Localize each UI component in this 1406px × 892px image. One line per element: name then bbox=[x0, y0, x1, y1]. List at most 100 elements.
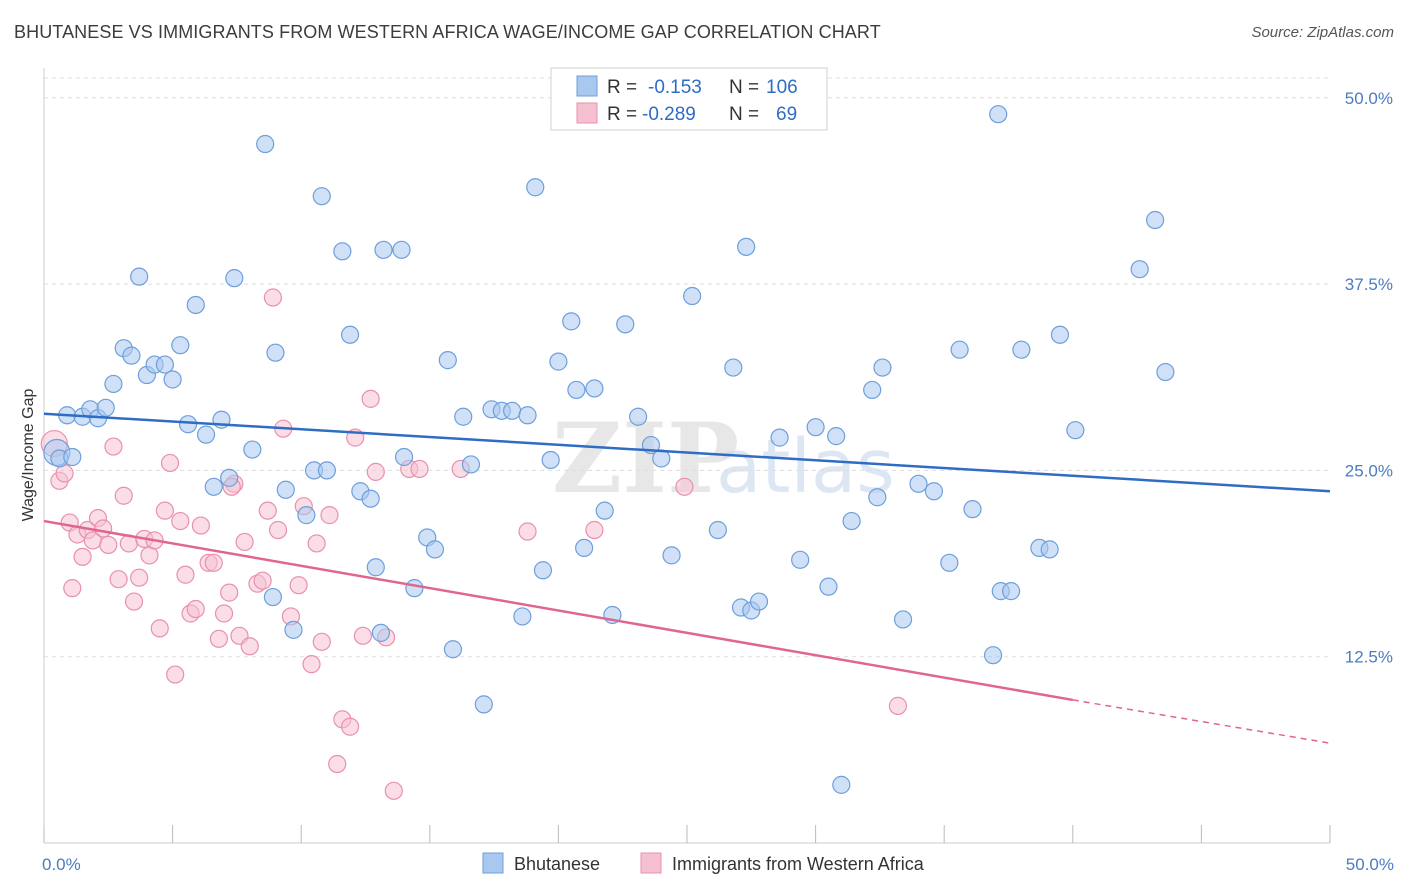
y-axis-label: Wage/Income Gap bbox=[20, 389, 37, 522]
bhutanese-point bbox=[963, 500, 982, 519]
stats-legend: R = -0.153 N = 106 R = -0.289 N = 69 bbox=[550, 67, 828, 131]
trend-lines bbox=[43, 412, 1331, 744]
western-africa-point bbox=[289, 576, 308, 595]
legend-r-value-2: -0.289 bbox=[642, 104, 696, 125]
bhutanese-point bbox=[924, 482, 944, 501]
western-africa-point bbox=[94, 519, 113, 538]
gridlines bbox=[44, 77, 1330, 658]
bhutanese-point bbox=[297, 506, 316, 525]
bhutanese-point bbox=[791, 550, 810, 569]
western-africa-point bbox=[155, 501, 174, 520]
bhutanese-point bbox=[562, 312, 581, 331]
bhutanese-point bbox=[461, 455, 481, 474]
bhutanese-point bbox=[374, 240, 393, 259]
western-africa-point bbox=[263, 288, 283, 307]
western-africa-point bbox=[384, 781, 403, 800]
western-africa-point bbox=[675, 477, 694, 496]
bottom-legend-label-western-africa: Immigrants from Western Africa bbox=[672, 854, 925, 874]
bhutanese-point bbox=[708, 520, 727, 540]
western-africa-point bbox=[186, 599, 205, 619]
bhutanese-point bbox=[1156, 362, 1175, 382]
bhutanese-point bbox=[549, 352, 568, 371]
western-africa-point bbox=[63, 579, 82, 598]
western-africa-point bbox=[258, 501, 277, 520]
western-africa-point bbox=[328, 754, 347, 774]
western-africa-point bbox=[353, 626, 373, 645]
bhutanese-point bbox=[1050, 325, 1070, 344]
bhutanese-point bbox=[155, 355, 174, 374]
chart-title: BHUTANESE VS IMMIGRANTS FROM WESTERN AFR… bbox=[14, 22, 881, 42]
bhutanese-point bbox=[96, 398, 115, 417]
bhutanese-point bbox=[832, 775, 851, 794]
bhutanese-point bbox=[340, 325, 360, 344]
bhutanese-point bbox=[204, 477, 223, 496]
western-africa-point bbox=[160, 453, 180, 473]
bhutanese-point bbox=[749, 592, 769, 611]
western-africa-point bbox=[340, 717, 360, 736]
bhutanese-point bbox=[1040, 540, 1059, 559]
legend-n-label-1: N = bbox=[729, 77, 759, 98]
source-credit: Source: ZipAtlas.com bbox=[1251, 24, 1394, 41]
bhutanese-point bbox=[893, 610, 913, 629]
bhutanese-point bbox=[317, 461, 337, 480]
bottom-legend-swatch-western-africa bbox=[640, 852, 662, 874]
series-western-africa-points bbox=[40, 288, 908, 800]
western-africa-point bbox=[240, 637, 259, 656]
y-tick-label: 37.5% bbox=[1345, 275, 1393, 294]
bhutanese-point bbox=[104, 374, 123, 394]
bhutanese-point bbox=[503, 401, 522, 420]
western-africa-point bbox=[114, 486, 133, 505]
bhutanese-point bbox=[443, 640, 463, 659]
western-africa-point bbox=[130, 568, 149, 587]
bhutanese-point bbox=[819, 577, 838, 596]
bhutanese-point bbox=[863, 380, 882, 400]
western-africa-point bbox=[171, 511, 190, 531]
legend-r-label-1: R = bbox=[607, 77, 637, 98]
x-ticks bbox=[43, 825, 1331, 843]
western-africa-point bbox=[307, 534, 326, 553]
bhutanese-point bbox=[567, 380, 586, 400]
western-africa-point bbox=[312, 632, 331, 651]
bhutanese-point bbox=[662, 546, 681, 565]
western-africa-point bbox=[150, 619, 169, 638]
watermark: ZIP atlas bbox=[552, 402, 895, 515]
bhutanese-point bbox=[333, 242, 352, 261]
bhutanese-point bbox=[827, 427, 846, 446]
legend-n-value-2: 69 bbox=[776, 104, 797, 125]
watermark-atlas: atlas bbox=[716, 424, 895, 510]
bhutanese-point bbox=[983, 646, 1003, 665]
bhutanese-point bbox=[616, 315, 635, 334]
western-africa-point bbox=[235, 532, 254, 552]
western-africa-point bbox=[104, 437, 123, 456]
bhutanese-point bbox=[163, 370, 182, 389]
bhutanese-point bbox=[178, 415, 198, 434]
bhutanese-point bbox=[225, 269, 244, 288]
bhutanese-point bbox=[186, 295, 205, 315]
bhutanese-point bbox=[541, 450, 560, 470]
bhutanese-point bbox=[394, 447, 414, 467]
western-africa-point bbox=[410, 459, 429, 479]
western-africa-point bbox=[302, 655, 321, 674]
bhutanese-point bbox=[1001, 582, 1021, 601]
bhutanese-point bbox=[361, 489, 380, 508]
bhutanese-point bbox=[243, 440, 262, 459]
legend-n-value-1: 106 bbox=[766, 77, 798, 98]
western-africa-trend-line bbox=[43, 519, 1074, 702]
western-africa-point bbox=[366, 462, 385, 481]
bhutanese-point bbox=[371, 623, 391, 642]
bhutanese-trend-line bbox=[43, 412, 1331, 493]
bhutanese-point bbox=[575, 538, 594, 558]
y-tick-label: 50.0% bbox=[1345, 89, 1393, 108]
bhutanese-point bbox=[312, 187, 331, 206]
legend-swatch-bhutanese bbox=[576, 75, 598, 97]
bhutanese-point bbox=[868, 488, 887, 507]
western-africa-point bbox=[888, 696, 908, 715]
bhutanese-point bbox=[63, 447, 82, 467]
bhutanese-point bbox=[585, 379, 604, 398]
bhutanese-point bbox=[284, 620, 303, 639]
bhutanese-point bbox=[595, 501, 614, 520]
western-africa-point bbox=[191, 516, 210, 535]
bhutanese-point bbox=[940, 553, 959, 572]
bottom-legend-label-bhutanese: Bhutanese bbox=[514, 854, 600, 874]
